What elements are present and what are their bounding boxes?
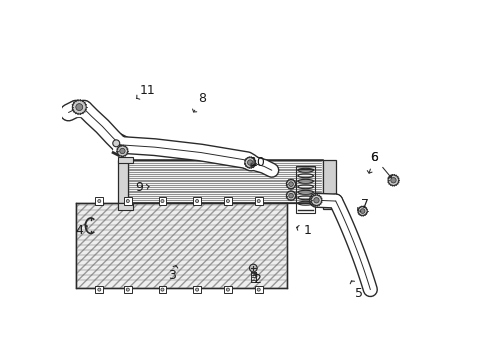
Text: 1: 1 — [296, 224, 310, 237]
Bar — [118, 157, 133, 163]
Bar — [224, 286, 231, 293]
Text: 3: 3 — [168, 266, 178, 282]
Bar — [158, 286, 166, 293]
Ellipse shape — [247, 160, 252, 165]
Bar — [123, 286, 131, 293]
Bar — [193, 286, 201, 293]
Polygon shape — [118, 160, 127, 205]
Text: 6: 6 — [369, 150, 391, 178]
Ellipse shape — [126, 199, 129, 203]
Ellipse shape — [76, 104, 82, 111]
Ellipse shape — [313, 198, 319, 203]
Ellipse shape — [360, 209, 364, 213]
Ellipse shape — [117, 145, 127, 156]
Bar — [123, 197, 131, 205]
Ellipse shape — [72, 100, 86, 114]
Bar — [95, 286, 103, 293]
Bar — [296, 166, 314, 213]
Bar — [158, 197, 166, 205]
Ellipse shape — [98, 199, 101, 203]
Ellipse shape — [288, 182, 293, 186]
Ellipse shape — [286, 180, 295, 189]
Ellipse shape — [310, 195, 321, 206]
Bar — [254, 286, 262, 293]
Ellipse shape — [98, 288, 101, 291]
Bar — [254, 197, 262, 205]
Ellipse shape — [244, 157, 255, 168]
Text: 7: 7 — [357, 198, 368, 211]
Bar — [224, 197, 231, 205]
Ellipse shape — [226, 288, 229, 291]
Text: 2: 2 — [252, 273, 261, 286]
Ellipse shape — [249, 264, 257, 272]
Text: 9: 9 — [135, 181, 149, 194]
Ellipse shape — [120, 148, 125, 154]
Text: 4: 4 — [75, 224, 87, 237]
Text: 8: 8 — [192, 92, 206, 112]
Text: 10: 10 — [249, 156, 264, 169]
Ellipse shape — [226, 199, 229, 203]
Ellipse shape — [195, 199, 198, 203]
Text: 5: 5 — [349, 281, 362, 300]
Ellipse shape — [257, 288, 260, 291]
Bar — [95, 197, 103, 205]
Ellipse shape — [387, 175, 398, 186]
Text: 6: 6 — [366, 150, 377, 173]
Ellipse shape — [161, 288, 163, 291]
Bar — [127, 160, 322, 203]
Bar — [118, 203, 133, 210]
Polygon shape — [76, 203, 286, 288]
Bar — [193, 197, 201, 205]
Ellipse shape — [288, 193, 293, 198]
Ellipse shape — [126, 288, 129, 291]
Ellipse shape — [286, 191, 295, 200]
Ellipse shape — [113, 140, 120, 147]
Ellipse shape — [390, 177, 395, 183]
Text: 11: 11 — [136, 85, 155, 99]
Ellipse shape — [357, 206, 366, 216]
Polygon shape — [322, 160, 335, 209]
Ellipse shape — [161, 199, 163, 203]
Ellipse shape — [257, 199, 260, 203]
Ellipse shape — [195, 288, 198, 291]
